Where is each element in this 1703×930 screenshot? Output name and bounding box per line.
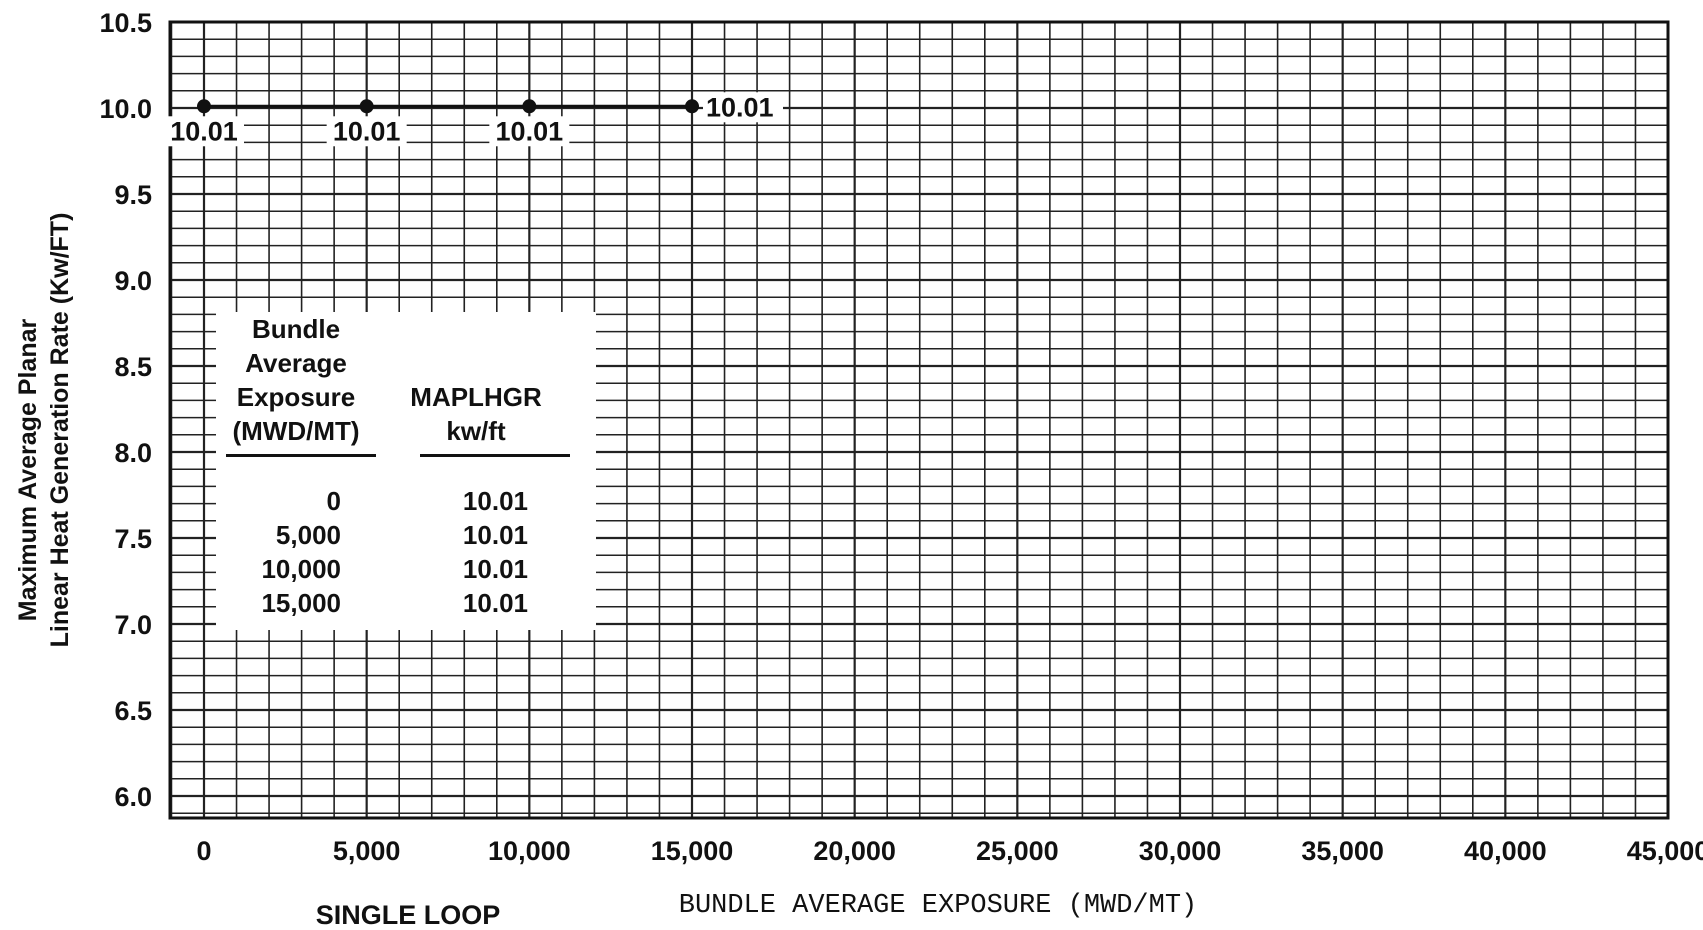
data-point: [359, 99, 374, 114]
x-tick-label: 20,000: [813, 836, 896, 866]
single-loop-note: SINGLE LOOP: [316, 900, 501, 930]
x-tick-label: 45,000: [1627, 836, 1703, 866]
x-tick-label: 35,000: [1301, 836, 1384, 866]
plot-frame: [168, 20, 1670, 820]
x-tick-label: 40,000: [1464, 836, 1547, 866]
x-axis-ticks: 0 5,000 10,000 15,000 20,000 25,000 30,000 35,0…: [196, 836, 1703, 866]
data-label-background: [489, 116, 570, 147]
header-line: Average: [245, 348, 347, 378]
table-cell: 0: [326, 486, 341, 516]
maplhgr-column: 10.01 10.01 10.01 10.01: [416, 484, 528, 620]
exposure-table: Bundle Average Exposure (MWD/MT) MAPLHGR…: [216, 312, 596, 630]
header-line: (MWD/MT): [232, 416, 360, 446]
data-label: 10.01: [706, 92, 774, 122]
y-tick-label: 7.0: [114, 610, 152, 640]
header-line: kw/ft: [446, 416, 506, 446]
header-rule-left: [226, 454, 376, 457]
table-cell: 15,000: [261, 588, 341, 618]
x-tick-label: 0: [196, 836, 211, 866]
header-rule-right: [420, 454, 570, 457]
data-point: [197, 99, 211, 114]
data-label-background: [703, 92, 783, 123]
y-tick-label: 9.0: [114, 266, 152, 296]
table-cell: 10.01: [462, 554, 528, 584]
y-axis-label-line2: Linear Heat Generation Rate (Kw/FT): [46, 213, 74, 648]
x-tick-label: 5,000: [333, 836, 401, 866]
table-cell: 5,000: [275, 520, 341, 550]
data-label: 10.01: [496, 116, 564, 146]
table-cell: 10.01: [462, 520, 528, 550]
data-series: 10.01 10.01 10.01 10.01: [164, 92, 783, 147]
y-tick-label: 6.0: [114, 782, 152, 812]
y-tick-label: 6.5: [114, 696, 152, 726]
y-axis-ticks: 10.5 10.0 9.5 9.0 8.5 8.0 7.5 7.0 6.5 6.0: [99, 8, 152, 812]
x-tick-label: 25,000: [976, 836, 1059, 866]
y-tick-label: 10.0: [99, 94, 152, 124]
table-cell: 10,000: [261, 554, 341, 584]
x-tick-label: 30,000: [1139, 836, 1222, 866]
data-label: 10.01: [333, 116, 401, 146]
header-line: MAPLHGR: [410, 382, 542, 412]
data-label: 10.01: [170, 116, 238, 146]
data-label-background: [164, 116, 244, 147]
y-tick-label: 9.5: [114, 180, 152, 210]
table-header-maplhgr: MAPLHGR kw/ft: [396, 380, 556, 448]
data-point: [685, 99, 699, 114]
table-header-exposure: Bundle Average Exposure (MWD/MT): [216, 312, 376, 448]
header-line: Bundle: [251, 314, 341, 344]
x-axis-label: BUNDLE AVERAGE EXPOSURE (MWD/MT): [679, 891, 1197, 921]
table-cell: 10.01: [462, 588, 528, 618]
y-tick-label: 8.5: [114, 352, 152, 382]
data-point: [522, 99, 537, 114]
y-tick-label: 10.5: [99, 8, 152, 38]
x-tick-label: 10,000: [488, 836, 571, 866]
y-tick-label: 8.0: [114, 438, 152, 468]
x-tick-label: 15,000: [651, 836, 734, 866]
data-label-background: [326, 116, 407, 147]
header-line: Exposure: [236, 382, 356, 412]
y-tick-label: 7.5: [114, 524, 152, 554]
table-cell: 10.01: [462, 486, 528, 516]
exposure-column: 0 5,000 10,000 15,000: [226, 484, 341, 620]
y-axis-label-line1: Maximum Average Planar: [14, 319, 42, 622]
